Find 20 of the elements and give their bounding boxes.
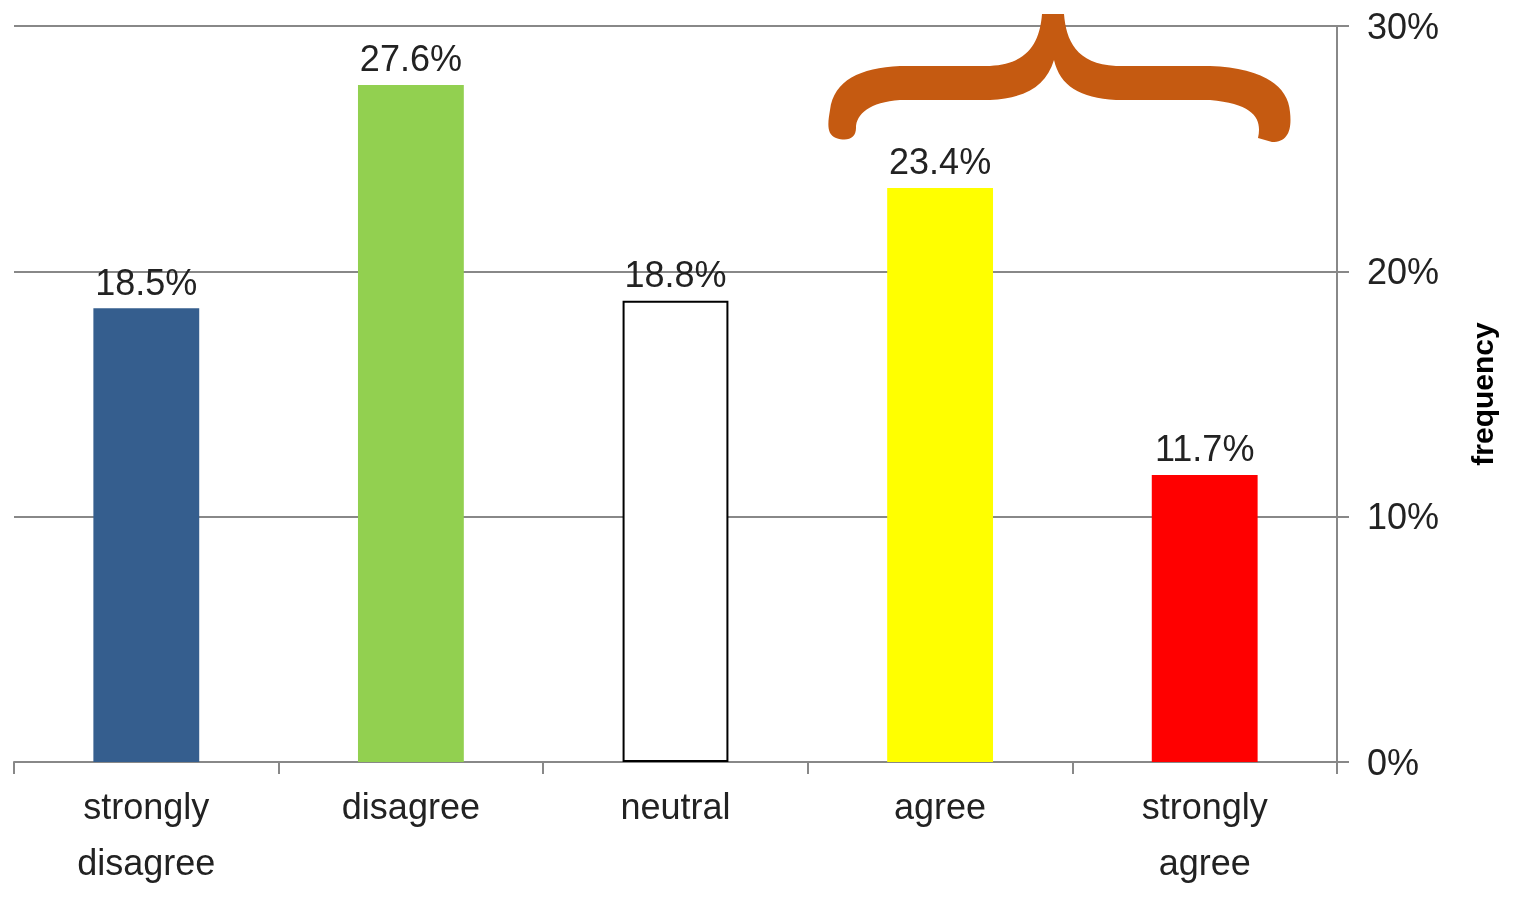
y-tick-label: 10% [1367,496,1440,538]
x-tick-label: agree [894,785,987,827]
y-tick-label: 30% [1367,5,1440,47]
data-label: 27.6% [359,38,462,80]
bar [93,308,200,762]
x-tick-label: neutral [620,785,731,827]
bar [622,300,729,762]
data-label: 23.4% [889,141,992,183]
bar [887,187,994,762]
y-tick-label: 0% [1367,741,1420,783]
y-tick-label: 20% [1367,250,1440,292]
bar [1151,474,1258,762]
data-label: 11.7% [1155,428,1255,470]
x-tick-label: strongly agree [1141,785,1268,883]
data-label: 18.8% [624,254,727,296]
x-tick-label: strongly disagree [77,785,216,883]
x-tick-label: disagree [341,785,480,827]
y-axis-title: frequency [1465,322,1499,466]
data-label: 18.5% [95,261,198,303]
bar [357,84,464,762]
